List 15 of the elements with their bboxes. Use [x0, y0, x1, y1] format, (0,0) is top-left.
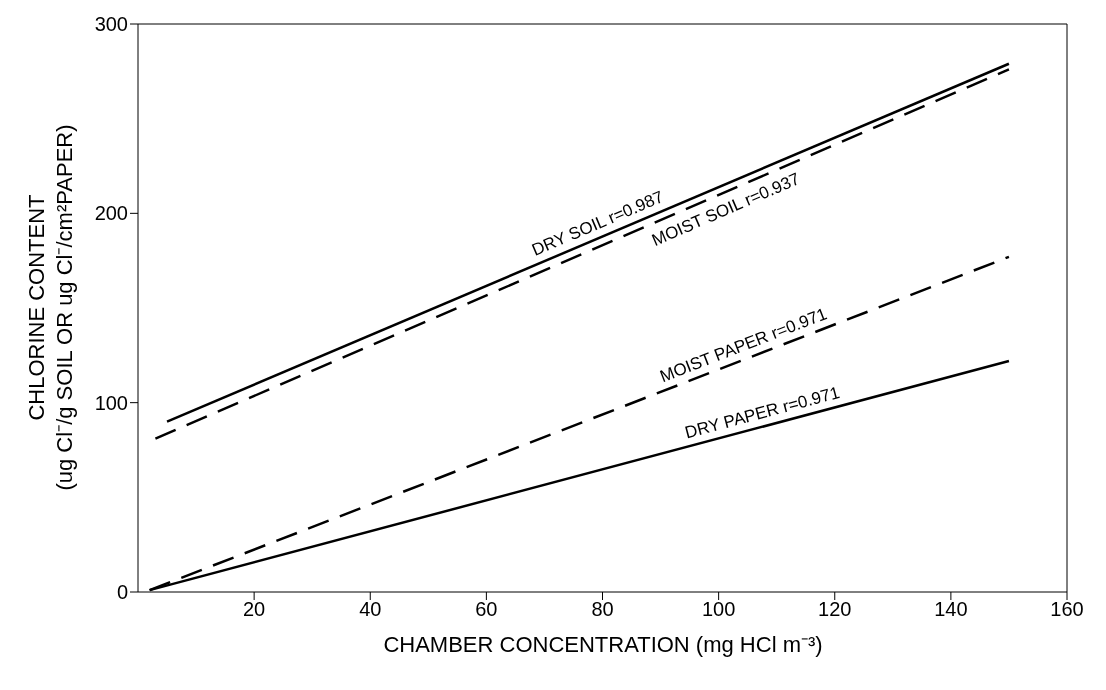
x-tick-label: 80: [591, 598, 614, 621]
x-tick-label: 60: [475, 598, 498, 621]
y-tick-label: 100: [94, 391, 128, 414]
y-tick-label: 300: [94, 13, 128, 36]
x-tick-label: 160: [1050, 598, 1084, 621]
y-axis-title: CHLORINE CONTENT (ug Cl⁻/g SOIL OR ug Cl⁻/cm²PAPER): [24, 124, 77, 491]
text: DRY PAPER r=0.971: [682, 382, 842, 443]
x-tick-label: 100: [701, 598, 736, 621]
x-tick-label: 40: [359, 598, 382, 621]
y-tick-label: 200: [94, 202, 128, 225]
x-tick-label: 140: [934, 598, 968, 621]
x-tick-label: 20: [243, 598, 266, 621]
y-tick-label: 0: [116, 581, 128, 604]
x-tick-label: 120: [818, 598, 852, 621]
x-axis-title: CHAMBER CONCENTRATION (mg HCl m⁻³): [383, 632, 823, 657]
